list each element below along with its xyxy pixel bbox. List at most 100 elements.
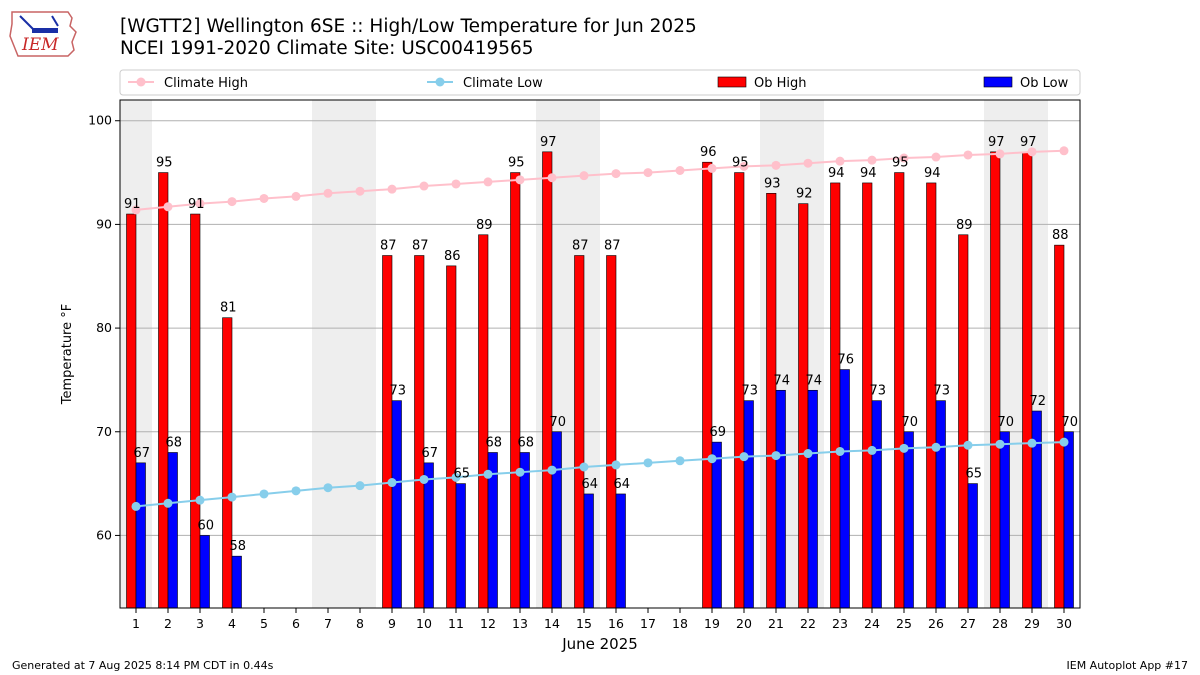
data-label-high: 96 [700, 145, 717, 160]
legend-ob-high-label: Ob High [754, 76, 807, 91]
x-tick-label: 1 [132, 616, 140, 631]
x-tick-label: 28 [992, 616, 1008, 631]
bar-ob-low [135, 462, 146, 609]
climate-high-point [419, 181, 429, 191]
x-tick-label: 24 [864, 616, 880, 631]
legend-box [119, 69, 1081, 96]
x-tick-label: 22 [800, 616, 816, 631]
data-label-high: 94 [828, 166, 845, 181]
climate-high-point [227, 197, 237, 207]
bar-ob-low [903, 431, 914, 609]
bar-ob-low [551, 431, 562, 609]
climate-lines [131, 146, 1069, 511]
data-label-high: 87 [380, 239, 397, 254]
climate-high-point [707, 163, 717, 173]
data-label-low: 68 [165, 435, 182, 450]
state-outline-icon [9, 11, 77, 57]
x-tick-label: 13 [512, 616, 528, 631]
climate-low-point [867, 445, 877, 455]
data-label-high: 94 [860, 166, 877, 181]
bar-ob-high [158, 172, 169, 609]
iem-logo: IEM [9, 11, 77, 57]
x-tick-label: 6 [292, 616, 300, 631]
climate-high-point [579, 171, 589, 181]
x-tick-label: 14 [544, 616, 560, 631]
x-tick-label: 11 [448, 616, 464, 631]
legend-climate-high-marker [136, 77, 146, 87]
y-tick-label: 80 [96, 320, 112, 335]
climate-low-point [771, 451, 781, 461]
legend-ob-high-swatch [717, 76, 747, 88]
climate-high-point [995, 149, 1005, 159]
climate-low-point [323, 483, 333, 493]
x-tick-label: 23 [832, 616, 848, 631]
climate-low-point [163, 498, 173, 508]
weekend-shade-band [312, 100, 344, 608]
climate-low-line [135, 441, 1065, 508]
climate-low-point [419, 474, 429, 484]
legend-climate-low-marker [435, 77, 445, 87]
x-tick-label: 20 [736, 616, 752, 631]
bar-ob-high [702, 161, 713, 609]
climate-low-point [259, 489, 269, 499]
bar-ob-high [446, 265, 457, 609]
bar-ob-low [743, 400, 754, 609]
climate-low-point [963, 440, 973, 450]
x-tick-label: 10 [416, 616, 432, 631]
bar-ob-high [574, 255, 585, 609]
data-label-low: 73 [933, 384, 950, 399]
data-label-low: 73 [389, 384, 406, 399]
x-tick-label: 18 [672, 616, 688, 631]
climate-high-point [387, 184, 397, 194]
climate-low-point [387, 478, 397, 488]
climate-low-point [643, 458, 653, 468]
app-label: IEM Autoplot App #17 [1066, 659, 1189, 672]
climate-low-point [707, 454, 717, 464]
climate-high-point [899, 153, 909, 163]
bar-ob-high [830, 182, 841, 609]
bar-ob-low [199, 535, 210, 609]
y-axis-label: Temperature °F [60, 304, 75, 405]
climate-low-point [227, 492, 237, 502]
data-label-low: 73 [869, 384, 886, 399]
climate-high-point [259, 193, 269, 203]
climate-low-point [579, 462, 589, 472]
climate-high-point [739, 161, 749, 171]
bar-ob-low [807, 389, 818, 609]
climate-high-point [835, 156, 845, 166]
data-label-high: 95 [156, 156, 173, 171]
climate-low-point [995, 439, 1005, 449]
x-tick-label: 25 [896, 616, 912, 631]
data-label-low: 64 [581, 477, 598, 492]
bar-ob-high [1022, 151, 1033, 609]
data-label-low: 70 [997, 415, 1014, 430]
data-label-low: 70 [549, 415, 566, 430]
data-label-low: 65 [965, 467, 982, 482]
climate-low-point [611, 460, 621, 470]
x-tick-label: 3 [196, 616, 204, 631]
data-label-low: 58 [229, 539, 246, 554]
bar-ob-low [967, 483, 978, 609]
bars [126, 151, 1074, 609]
climate-low-point [1027, 438, 1037, 448]
climate-high-point [867, 155, 877, 165]
data-labels: 91 67 95 68 91 60 81 58 87 73 87 67 86 65 89 68 95 68 97 70… [124, 135, 1078, 554]
climate-low-point [515, 467, 525, 477]
climate-high-point [323, 188, 333, 198]
bar-ob-high [766, 193, 777, 609]
climate-low-point [291, 486, 301, 496]
data-label-high: 95 [892, 156, 909, 171]
climate-high-point [195, 199, 205, 209]
climate-low-point [547, 465, 557, 475]
bar-ob-high [894, 172, 905, 609]
x-axis-label: June 2025 [561, 635, 638, 653]
data-label-high: 89 [476, 218, 493, 233]
bar-ob-high [798, 203, 809, 609]
bar-ob-high [190, 213, 201, 609]
climate-high-point [1059, 146, 1069, 156]
y-tick-label: 100 [88, 113, 112, 128]
data-label-low: 76 [837, 353, 854, 368]
climate-high-point [515, 175, 525, 185]
data-label-high: 97 [540, 135, 557, 150]
